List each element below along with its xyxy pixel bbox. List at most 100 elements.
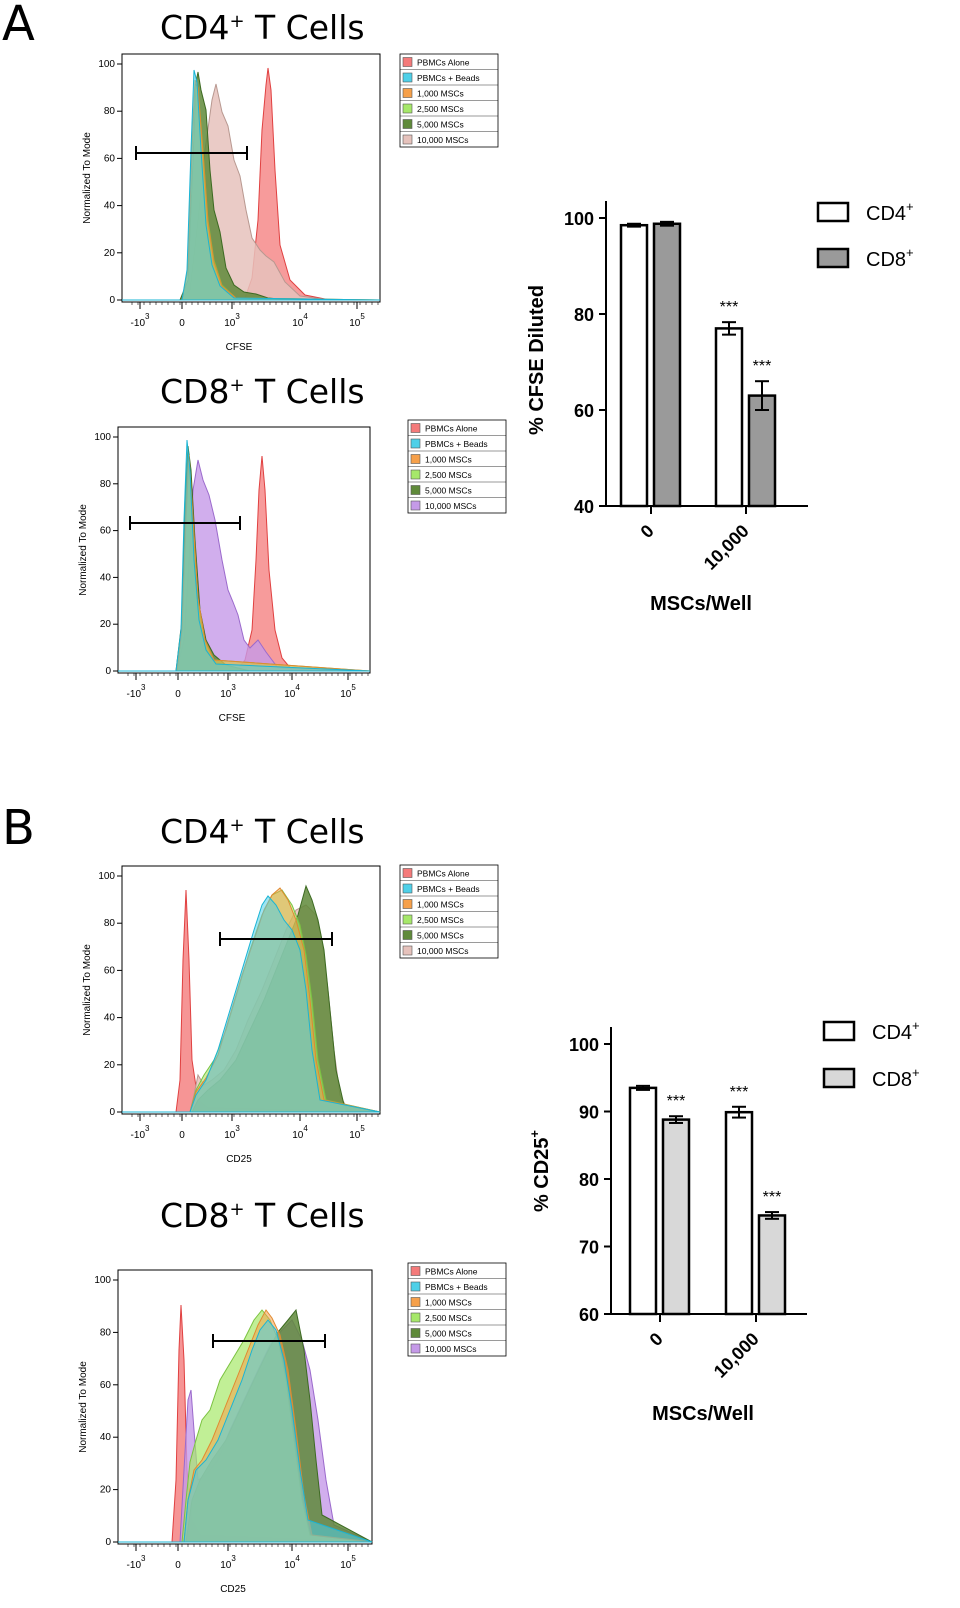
significance-marker: *** xyxy=(720,299,739,316)
legend-label: 10,000 MSCs xyxy=(417,946,469,956)
x-tick-label: 0 xyxy=(175,689,181,700)
histogram-title-a-cd4: CD4+ T Cells xyxy=(160,8,365,47)
legend-label: 1,000 MSCs xyxy=(425,455,472,465)
legend-swatch xyxy=(402,945,413,956)
y-tick-label: 80 xyxy=(100,1327,112,1338)
significance-marker: *** xyxy=(667,1093,686,1110)
legend-label: 2,500 MSCs xyxy=(425,470,472,480)
y-tick-label: 100 xyxy=(569,1035,599,1055)
y-tick-label: 100 xyxy=(564,209,594,229)
legend-label: 5,000 MSCs xyxy=(425,486,472,496)
legend-label: PBMCs + Beads xyxy=(417,73,480,83)
bar xyxy=(628,1086,658,1316)
y-tick-label: 0 xyxy=(105,666,111,677)
legend-label: 2,500 MSCs xyxy=(425,1313,472,1323)
x-tick-label: 105 xyxy=(340,683,356,700)
x-tick-label: -103 xyxy=(131,312,150,329)
error-bar xyxy=(636,1084,650,1091)
bar xyxy=(714,327,744,508)
y-tick-label: 90 xyxy=(579,1103,599,1123)
error-bar xyxy=(669,1115,683,1124)
svg-text:CD8+: CD8+ xyxy=(866,245,914,271)
y-tick-label: 60 xyxy=(100,1380,112,1391)
x-axis-label: MSCs/Well xyxy=(652,1403,754,1425)
legend-label: PBMCs + Beads xyxy=(417,884,480,894)
legend-label: PBMCs Alone xyxy=(425,424,478,434)
x-tick-label: 103 xyxy=(224,312,240,329)
plot-frame xyxy=(117,426,371,674)
y-tick-label: 40 xyxy=(574,497,594,517)
error-bar xyxy=(765,1211,779,1220)
x-tick-label: -103 xyxy=(127,1554,146,1571)
legend-swatch xyxy=(410,1297,421,1307)
x-axis-label: CD25 xyxy=(220,1584,246,1595)
x-tick-label: 10,000 xyxy=(710,1329,763,1382)
legend-label: 1,000 MSCs xyxy=(417,900,464,910)
legend-swatch xyxy=(410,1266,421,1276)
x-tick-label: 103 xyxy=(224,1124,240,1141)
error-bar xyxy=(755,380,769,411)
y-axis-label: Normalized To Mode xyxy=(82,944,93,1036)
significance-marker: *** xyxy=(730,1084,749,1101)
legend-label: 10,000 MSCs xyxy=(425,501,477,511)
legend-entry: CD4+ xyxy=(816,199,914,225)
histogram-title-b-cd8: CD8+ T Cells xyxy=(160,1196,365,1235)
x-tick-label: 10,000 xyxy=(700,521,753,574)
x-axis-label: CFSE xyxy=(219,713,246,724)
y-tick-label: 80 xyxy=(104,918,116,929)
legend-label: 10,000 MSCs xyxy=(425,1344,477,1354)
legend-label: 5,000 MSCs xyxy=(425,1329,472,1339)
legend-label: 2,500 MSCs xyxy=(417,104,464,114)
svg-text:CD8+: CD8+ xyxy=(872,1065,920,1091)
histogram-title-a-cd8: CD8+ T Cells xyxy=(160,372,365,411)
legend-label: PBMCs + Beads xyxy=(425,1282,488,1292)
legend-swatch xyxy=(402,103,413,114)
y-tick-label: 60 xyxy=(104,965,116,976)
legend-label: PBMCs Alone xyxy=(417,869,470,879)
y-tick-label: 100 xyxy=(94,432,111,443)
y-axis-label: Normalized To Mode xyxy=(82,132,93,224)
y-tick-label: 40 xyxy=(100,572,112,583)
legend-swatch xyxy=(402,868,413,878)
x-tick-label: -103 xyxy=(127,683,146,700)
histogram-curves xyxy=(122,884,381,1113)
x-tick-label: 103 xyxy=(220,1554,236,1571)
y-axis-label: % CD25+ xyxy=(527,1130,553,1212)
x-tick-label: 0 xyxy=(637,521,658,542)
legend-swatch xyxy=(402,914,413,925)
legend-label: PBMCs Alone xyxy=(417,58,470,68)
histogram-b-cd8: 0 20 40 60 80 100 -103 0 103 104 105 CD25 Normalized… xyxy=(78,1262,507,1595)
curve-pbmcs-beads xyxy=(122,895,381,1113)
y-tick-label: 60 xyxy=(104,153,116,164)
legend-label: 1,000 MSCs xyxy=(425,1298,472,1308)
x-tick-label: 0 xyxy=(175,1560,181,1571)
histogram-b-cd4: 0 20 40 60 80 100 -103 0 103 104 105 CD25 Normalized… xyxy=(82,864,499,1165)
panel-letter-a: A xyxy=(2,0,35,52)
legend-entry: CD8+ xyxy=(816,245,914,271)
histogram-title-b-cd4: CD4+ T Cells xyxy=(160,812,365,851)
legend-swatch xyxy=(402,57,413,67)
bar xyxy=(661,1118,691,1316)
legend-swatch xyxy=(410,454,421,464)
legend-swatch xyxy=(410,1281,421,1292)
svg-text:CD4+: CD4+ xyxy=(872,1018,920,1044)
bar xyxy=(724,1110,754,1316)
x-tick-label: 0 xyxy=(179,318,185,329)
y-tick-label: 80 xyxy=(104,106,116,117)
histogram-a-cd4: 0 20 40 60 80 100 -103 0 103 104 105 CFSE Normalized… xyxy=(82,53,499,353)
y-tick-label: 80 xyxy=(574,305,594,325)
x-tick-label: 104 xyxy=(284,683,300,700)
y-tick-label: 20 xyxy=(100,1485,112,1496)
error-bar xyxy=(732,1105,746,1119)
legend-entry: CD8+ xyxy=(822,1065,920,1091)
y-axis-label: Normalized To Mode xyxy=(78,1361,89,1453)
curve-pbmcs-beads xyxy=(118,439,371,672)
y-tick-label: 80 xyxy=(579,1170,599,1190)
histogram-legend: PBMCs Alone PBMCs + Beads 1,000 MSCs 2,500 … xyxy=(399,864,499,959)
x-tick-label: 104 xyxy=(284,1554,300,1571)
legend-entry: CD4+ xyxy=(822,1018,920,1044)
legend-swatch xyxy=(402,899,413,909)
y-tick-label: 70 xyxy=(579,1238,599,1258)
x-tick-label: 0 xyxy=(646,1329,667,1350)
